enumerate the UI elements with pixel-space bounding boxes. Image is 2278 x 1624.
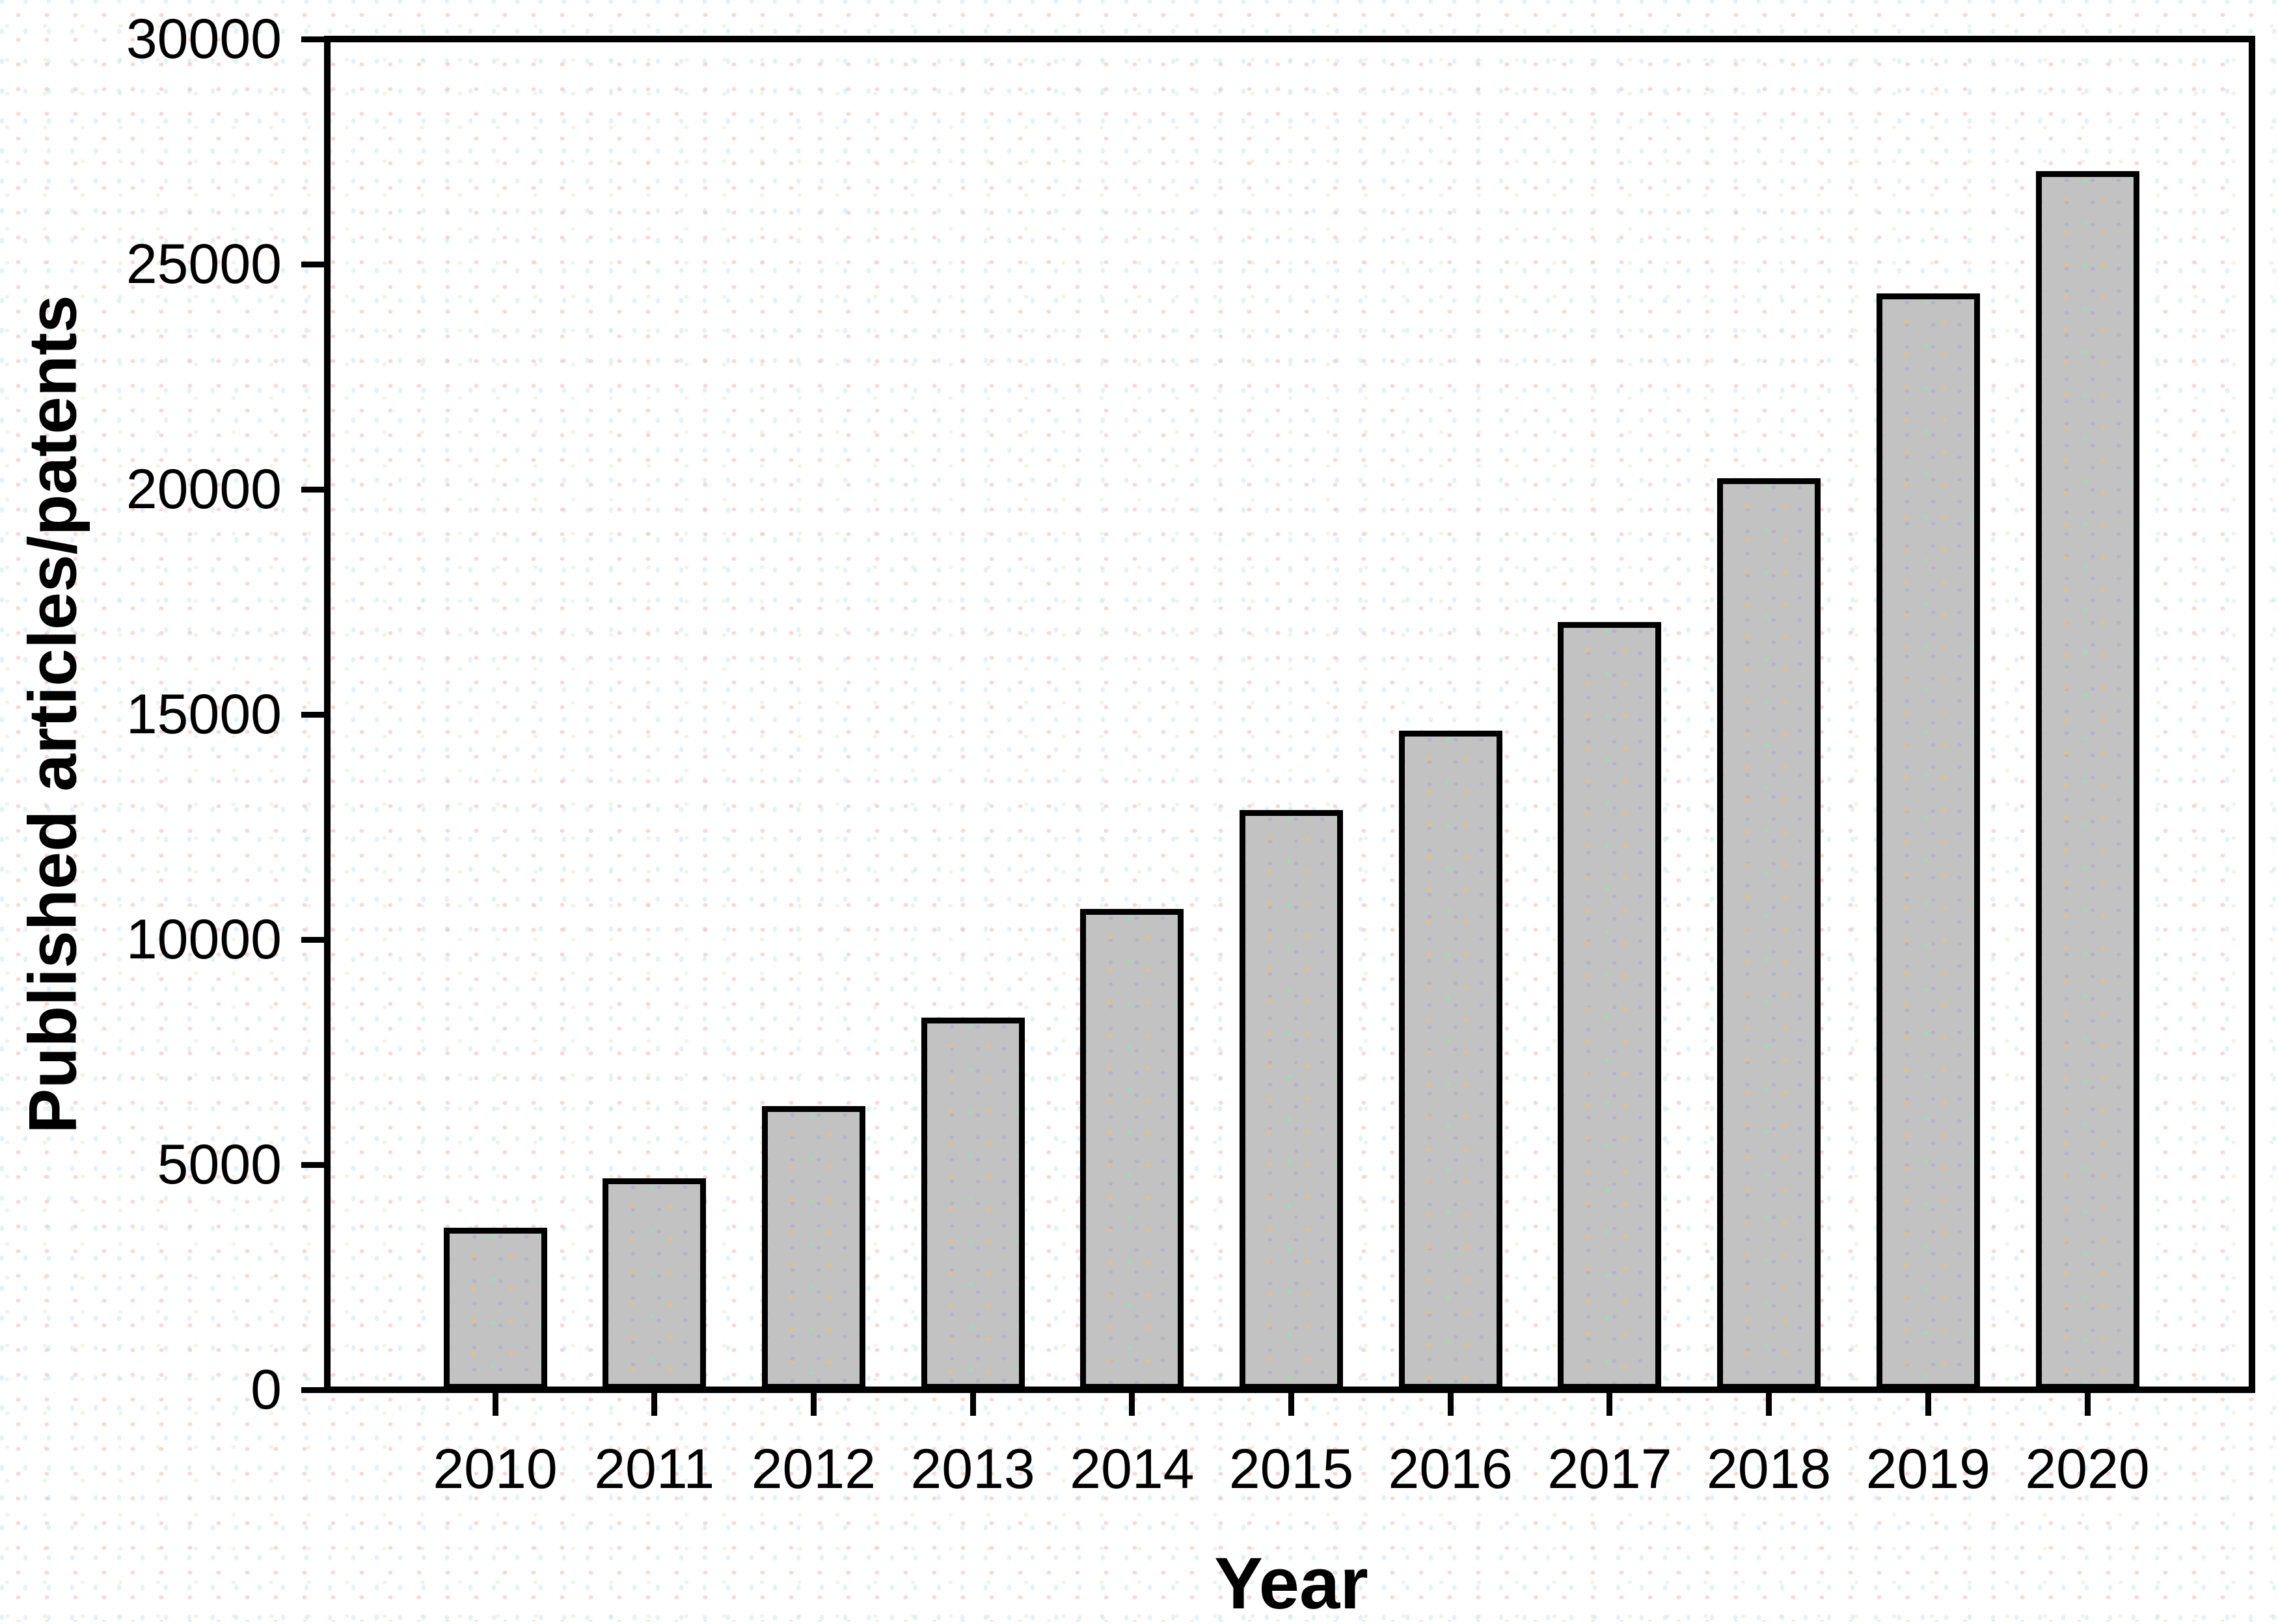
bar-2011 [603, 1178, 707, 1390]
y-tick-25000 [301, 261, 324, 267]
x-tick-label-2014: 2014 [1070, 1438, 1195, 1500]
x-tick-2013 [970, 1393, 976, 1416]
bar-2013 [921, 1018, 1025, 1390]
y-tick-20000 [301, 486, 324, 493]
x-tick-2017 [1607, 1393, 1613, 1416]
y-tick-label-5000: 5000 [157, 1133, 282, 1196]
y-tick-label-20000: 20000 [126, 458, 282, 521]
x-tick-label-2012: 2012 [751, 1438, 876, 1500]
y-tick-15000 [301, 711, 324, 718]
x-tick-label-2011: 2011 [594, 1438, 715, 1500]
y-tick-30000 [301, 36, 324, 42]
x-tick-2014 [1129, 1393, 1135, 1416]
y-tick-5000 [301, 1161, 324, 1168]
x-tick-2016 [1447, 1393, 1454, 1416]
x-tick-label-2015: 2015 [1228, 1438, 1354, 1500]
x-tick-label-2013: 2013 [910, 1438, 1035, 1500]
y-tick-label-15000: 15000 [126, 683, 282, 746]
x-tick-label-2016: 2016 [1388, 1438, 1513, 1500]
x-tick-2020 [2084, 1393, 2091, 1416]
y-tick-label-30000: 30000 [126, 8, 282, 70]
y-tick-10000 [301, 936, 324, 943]
x-tick-2019 [1925, 1393, 1931, 1416]
plot-area [324, 36, 2255, 1393]
x-tick-2015 [1288, 1393, 1294, 1416]
bar-2014 [1080, 909, 1184, 1390]
x-tick-2012 [810, 1393, 817, 1416]
y-tick-label-25000: 25000 [126, 233, 282, 295]
y-tick-0 [301, 1387, 324, 1393]
x-tick-label-2018: 2018 [1706, 1438, 1832, 1500]
bar-2018 [1717, 478, 1821, 1390]
y-tick-label-10000: 10000 [126, 908, 282, 971]
x-tick-label-2010: 2010 [433, 1438, 558, 1500]
bar-2015 [1240, 810, 1343, 1390]
bar-2010 [443, 1228, 547, 1390]
x-tick-label-2017: 2017 [1547, 1438, 1672, 1500]
x-tick-label-2020: 2020 [2025, 1438, 2150, 1500]
x-axis-title: Year [1214, 1543, 1368, 1624]
x-tick-2018 [1766, 1393, 1772, 1416]
x-tick-2010 [492, 1393, 498, 1416]
bar-2016 [1398, 731, 1502, 1390]
bar-2019 [1876, 293, 1980, 1390]
bar-2017 [1558, 622, 1662, 1390]
y-tick-label-0: 0 [251, 1359, 282, 1421]
y-axis-title: Published articles/patents [15, 295, 91, 1134]
x-tick-label-2019: 2019 [1865, 1438, 1990, 1500]
x-tick-2011 [651, 1393, 658, 1416]
bar-2012 [761, 1106, 865, 1390]
bar-2020 [2035, 171, 2139, 1390]
